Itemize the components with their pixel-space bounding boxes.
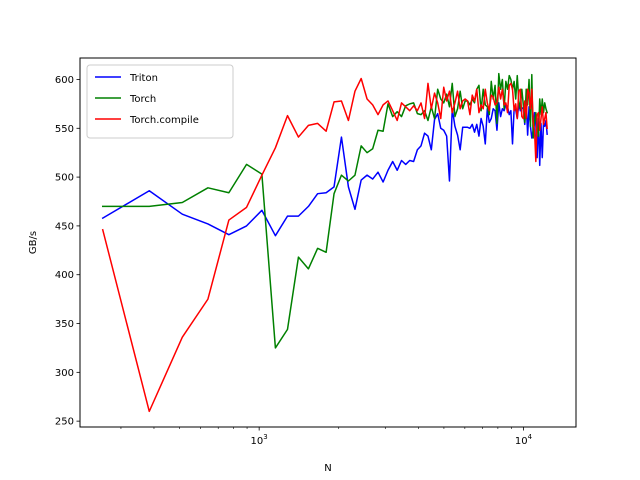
x-axis: 103 104 (120, 427, 533, 447)
y-tick-label: 350 (55, 319, 74, 330)
y-axis-title: GB/s (28, 231, 39, 254)
y-tick-label: 300 (55, 368, 74, 379)
y-axis: 250 300 350 400 450 500 550 600 (55, 75, 80, 428)
legend-label-torch: Torch (129, 94, 156, 105)
legend: Triton Torch Torch.compile (86, 64, 234, 139)
legend-box (86, 64, 234, 139)
series-layer (101, 72, 549, 413)
legend-label-triton: Triton (129, 73, 158, 84)
y-tick-label: 400 (55, 270, 74, 281)
y-tick-label: 250 (55, 417, 74, 428)
y-tick-label: 550 (55, 124, 74, 135)
legend-label-torch-compile: Torch.compile (129, 115, 199, 126)
series-line-torch-compile (101, 77, 548, 413)
x-axis-title: N (324, 463, 331, 474)
y-tick-label: 500 (55, 173, 74, 184)
x-tick-label: 104 (515, 433, 533, 447)
plot-frame (79, 57, 577, 428)
y-tick-label: 600 (55, 75, 74, 86)
x-tick-label: 103 (251, 433, 268, 447)
y-tick-label: 450 (55, 221, 74, 232)
